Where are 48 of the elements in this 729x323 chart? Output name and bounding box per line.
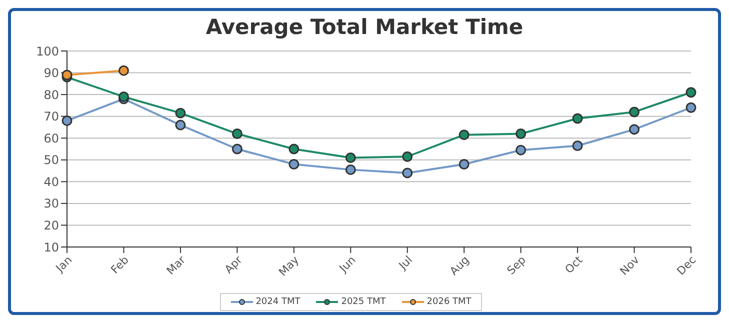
x-tick-label: Dec [674,253,699,278]
point [402,168,413,178]
x-tick-label: Oct [562,252,586,276]
point [516,128,526,140]
y-tick-label: 20 [44,218,59,232]
legend-label: 2026 TMT [426,297,472,307]
y-tick-label: 60 [44,131,59,146]
y-tick-label: 100 [36,44,59,58]
x-tick-label: Sep [504,253,528,278]
point [516,144,526,156]
point [62,115,72,126]
point [458,158,470,170]
y-tick-label: 50 [44,153,59,168]
point [686,87,696,98]
y-tick-label: 40 [44,174,59,189]
point [118,65,129,76]
point [232,128,242,140]
x-tick-label: Jul [396,253,416,273]
x-tick-label: Jun [336,253,358,276]
chart-title: Average Total Market Time [204,15,524,39]
x-tick-label: Mar [164,253,188,278]
point [572,140,583,151]
point [345,152,356,163]
y-tick-label: 80 [44,88,59,102]
y-tick-label: 70 [44,110,59,124]
x-tick-label: Feb [108,253,132,276]
legend-label: 2024 TMT [254,297,300,307]
point [458,130,470,140]
y-tick-label: 10 [44,240,59,254]
x-tick-label: Jan [52,253,75,276]
point [572,113,583,124]
point [232,144,242,154]
y-tick-label: 90 [44,66,59,80]
point [629,124,640,135]
point [288,158,300,170]
point [288,144,300,154]
legend-label: 2025 TMT [340,297,386,307]
point [175,108,186,118]
y-tick-label: 30 [44,196,59,211]
point [345,164,356,175]
point [629,106,640,118]
point [402,151,413,162]
point [175,120,186,130]
x-tick-label: Apr [222,253,246,276]
point [118,91,129,102]
point [686,102,696,113]
x-tick-label: Nov [618,253,642,278]
x-tick-label: Aug [447,253,472,278]
